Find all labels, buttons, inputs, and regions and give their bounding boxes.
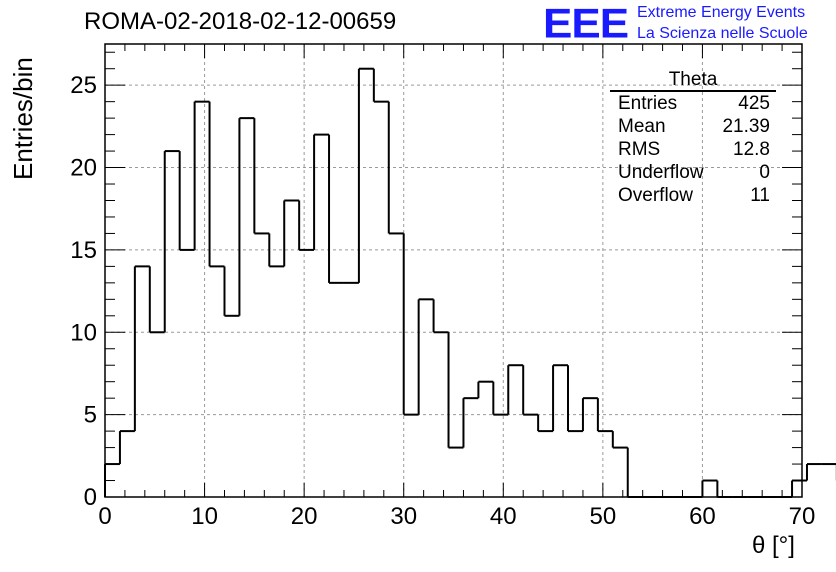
stats-value: 21.39: [722, 116, 770, 137]
chart-title: ROMA-02-2018-02-12-00659: [84, 8, 397, 35]
stats-row-rms: RMS 12.8: [610, 138, 776, 161]
y-tick-label: 5: [84, 402, 97, 429]
stats-row-underflow: Underflow 0: [610, 161, 776, 184]
x-tick-label: 10: [191, 503, 218, 530]
stats-row-overflow: Overflow 11: [610, 184, 776, 207]
stats-label: RMS: [618, 139, 661, 160]
eee-logo: EEE: [543, 0, 629, 47]
x-axis-label: θ [°]: [752, 532, 795, 559]
x-tick-label: 40: [490, 503, 517, 530]
y-tick-label: 0: [84, 484, 97, 511]
stats-label: Mean: [618, 116, 666, 137]
stats-title: Theta: [610, 70, 776, 92]
plot-frame: [104, 43, 803, 498]
x-tick-label: 70: [789, 503, 816, 530]
x-tick-label: 30: [390, 503, 417, 530]
y-tick-label: 20: [70, 155, 97, 182]
x-tick-label: 60: [689, 503, 716, 530]
x-tick-label: 0: [98, 503, 111, 530]
y-tick-label: 25: [70, 72, 97, 99]
stats-value: 12.8: [733, 139, 770, 160]
stats-value: 0: [759, 162, 770, 183]
stats-label: Entries: [618, 93, 678, 114]
y-axis-label: Entries/bin: [8, 57, 38, 180]
stats-row-mean: Mean 21.39: [610, 115, 776, 138]
logo-caption: Extreme Energy Events La Scienza nelle S…: [637, 2, 808, 44]
logo-caption-line2: La Scienza nelle Scuole: [637, 25, 808, 42]
x-tick-label: 50: [590, 503, 617, 530]
y-tick-label: 15: [70, 237, 97, 264]
logo-caption-line1: Extreme Energy Events: [637, 4, 806, 21]
stats-value: 11: [750, 185, 770, 206]
x-tick-label: 20: [291, 503, 318, 530]
y-tick-label: 10: [70, 319, 97, 346]
stats-row-entries: Entries 425: [610, 92, 776, 115]
stats-label: Underflow: [618, 162, 704, 183]
stats-box: Theta Entries 425 Mean 21.39 RMS 12.8 Un…: [610, 70, 776, 207]
stats-label: Overflow: [618, 185, 693, 206]
stats-value: 425: [738, 93, 770, 114]
